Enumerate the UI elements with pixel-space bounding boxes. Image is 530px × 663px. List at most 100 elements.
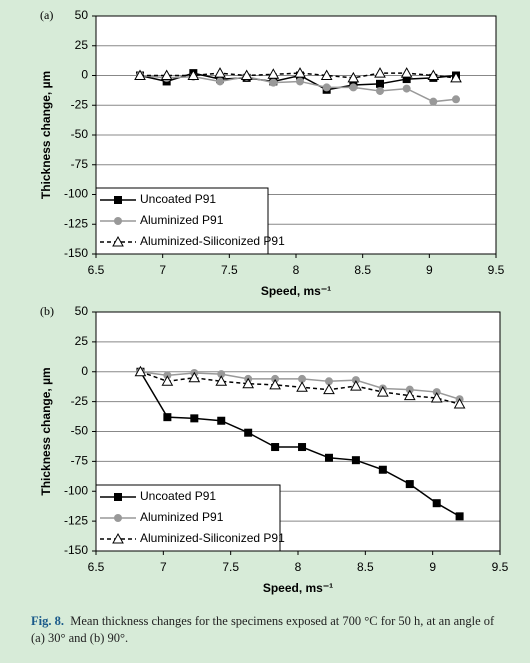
legend-label: Uncoated P91: [140, 489, 216, 503]
marker: [296, 381, 308, 392]
y-tick-label: -150: [64, 543, 88, 557]
y-tick-label: -25: [71, 394, 89, 408]
marker: [322, 83, 331, 92]
marker: [114, 514, 122, 522]
x-axis-label: Speed, ms⁻¹: [261, 284, 331, 298]
marker: [217, 416, 226, 425]
y-tick-label: -125: [64, 216, 88, 230]
marker: [134, 69, 146, 80]
marker: [376, 79, 384, 88]
marker: [323, 383, 335, 395]
marker: [324, 377, 333, 386]
y-tick-label: -125: [64, 513, 88, 527]
marker: [452, 95, 460, 104]
legend-label: Aluminized-Siliconized P91: [140, 234, 285, 248]
x-tick-label: 9.5: [492, 560, 509, 574]
marker: [432, 499, 441, 508]
y-tick-label: 50: [75, 304, 89, 318]
y-tick-label: 50: [75, 8, 89, 22]
marker: [298, 443, 307, 452]
y-tick-label: -100: [64, 483, 88, 497]
marker: [320, 69, 333, 80]
legend-label: Aluminized P91: [140, 213, 224, 227]
y-tick-label: -50: [71, 127, 89, 141]
x-tick-label: 9.5: [488, 263, 505, 277]
y-tick-label: 25: [75, 38, 89, 52]
y-tick-label: -75: [71, 454, 89, 468]
y-tick-label: -25: [71, 97, 89, 111]
x-tick-label: 7: [160, 560, 167, 574]
x-tick-label: 9: [426, 263, 433, 277]
marker: [244, 428, 253, 437]
marker: [112, 235, 124, 247]
marker: [402, 75, 411, 84]
marker: [269, 378, 281, 390]
marker: [450, 71, 462, 83]
marker: [429, 97, 438, 106]
marker: [114, 493, 122, 501]
panel-label: (b): [40, 304, 54, 318]
y-tick-label: 0: [81, 364, 88, 378]
marker: [114, 196, 122, 204]
marker: [347, 71, 360, 83]
marker: [215, 375, 228, 386]
marker: [240, 69, 253, 80]
marker: [453, 397, 466, 409]
marker: [134, 365, 147, 377]
marker: [350, 380, 362, 391]
x-tick-label: 7.5: [222, 560, 239, 574]
panel-label: (a): [40, 8, 53, 22]
x-tick-label: 8.5: [357, 560, 374, 574]
marker: [403, 389, 416, 401]
marker: [374, 67, 386, 78]
marker: [214, 67, 226, 78]
x-tick-label: 6.5: [88, 560, 105, 574]
x-tick-label: 8: [293, 263, 300, 277]
y-axis-label: Thickness change, µm: [39, 71, 53, 199]
marker: [455, 512, 464, 521]
marker: [242, 377, 255, 389]
marker: [376, 386, 389, 397]
marker: [188, 371, 201, 383]
x-tick-label: 8.5: [354, 263, 371, 277]
marker: [114, 217, 122, 225]
marker: [430, 392, 443, 403]
marker: [112, 532, 124, 544]
marker: [271, 443, 280, 452]
plot-frame: [95, 311, 501, 552]
marker: [161, 375, 174, 386]
marker: [163, 413, 172, 422]
marker: [216, 77, 224, 86]
marker: [190, 414, 199, 423]
marker: [402, 84, 411, 93]
marker: [160, 69, 173, 80]
y-tick-label: -50: [71, 424, 89, 438]
marker: [267, 68, 280, 79]
marker: [187, 69, 200, 80]
marker: [298, 374, 307, 383]
marker: [405, 480, 414, 489]
marker: [324, 453, 333, 462]
x-tick-label: 9: [429, 560, 436, 574]
y-axis-label: Thickness change, µm: [39, 367, 53, 495]
x-tick-label: 6.5: [88, 263, 105, 277]
marker: [351, 456, 360, 465]
marker: [400, 67, 413, 78]
legend-label: Uncoated P91: [140, 192, 216, 206]
marker: [349, 83, 358, 92]
x-tick-label: 8: [295, 560, 302, 574]
marker: [427, 69, 440, 80]
x-tick-label: 7: [159, 263, 166, 277]
marker: [376, 86, 384, 95]
x-tick-label: 7.5: [221, 263, 238, 277]
y-tick-label: -150: [64, 246, 88, 260]
marker: [296, 77, 304, 86]
y-tick-label: 0: [81, 68, 88, 82]
marker: [217, 370, 226, 379]
y-tick-label: 25: [75, 334, 89, 348]
caption: Fig. 8. Mean thickness changes for the s…: [31, 613, 509, 647]
marker: [269, 78, 278, 87]
legend-label: Aluminized P91: [140, 510, 224, 524]
